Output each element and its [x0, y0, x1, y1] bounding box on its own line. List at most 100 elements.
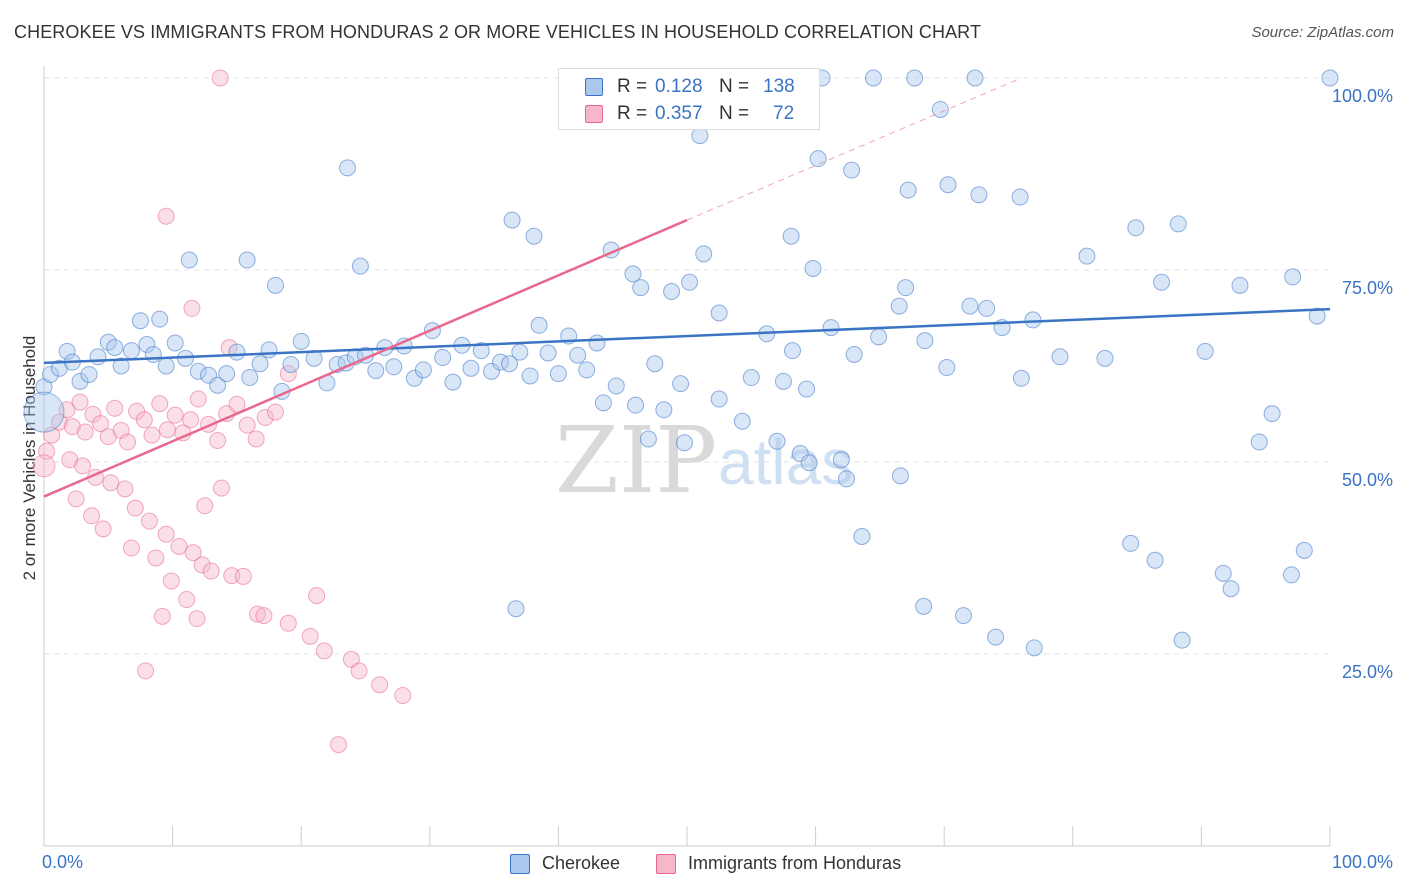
cherokee-point — [870, 328, 888, 346]
honduras-point — [153, 607, 171, 625]
cherokee-point — [1308, 307, 1326, 325]
honduras-point — [122, 539, 140, 557]
cherokee-point — [462, 359, 480, 377]
legend-n-value: 138 — [763, 76, 795, 97]
cherokee-point — [639, 430, 657, 448]
cherokee-point — [351, 257, 369, 275]
cherokee-point — [282, 355, 300, 373]
cherokee-point — [112, 357, 130, 375]
cherokee-point — [1012, 369, 1030, 387]
honduras-point — [106, 399, 124, 417]
cherokee-point — [23, 391, 65, 433]
cherokee-point — [783, 342, 801, 360]
cherokee-point — [733, 412, 751, 430]
honduras-point — [119, 433, 137, 451]
cherokee-point — [655, 401, 673, 419]
cherokee-point — [966, 69, 984, 87]
cherokee-point — [782, 227, 800, 245]
cherokee-point — [1011, 188, 1029, 206]
cherokee-point — [1214, 564, 1232, 582]
cherokee-point — [607, 377, 625, 395]
cherokee-point — [1096, 349, 1114, 367]
cherokee-point — [492, 353, 510, 371]
cherokee-point — [1282, 566, 1300, 584]
cherokee-point — [80, 365, 98, 383]
cherokee-point — [525, 227, 543, 245]
cherokee-point — [961, 297, 979, 315]
cherokee-point — [151, 310, 169, 328]
cherokee-point — [89, 348, 107, 366]
cherokee-point — [472, 342, 490, 360]
cherokee-point — [853, 527, 871, 545]
cherokee-point — [970, 186, 988, 204]
cherokee-point — [501, 355, 519, 373]
cherokee-point — [507, 600, 525, 618]
cherokee-point — [228, 343, 246, 361]
cherokee-point — [837, 470, 855, 488]
cherokee-point — [189, 362, 207, 380]
honduras-point — [182, 411, 200, 429]
cherokee-point — [624, 265, 642, 283]
cherokee-point — [890, 297, 908, 315]
honduras-point — [211, 69, 229, 87]
cherokee-point — [832, 451, 850, 469]
honduras-point — [178, 590, 196, 608]
honduras-point — [255, 607, 273, 625]
legend-n-label: N = — [719, 76, 750, 97]
tick-labels: 100.0% 75.0% 50.0% 25.0% 0.0% 100.0% — [42, 86, 1393, 872]
cherokee-point — [1284, 268, 1302, 286]
cherokee-point — [774, 372, 792, 390]
honduras-point — [92, 415, 110, 433]
gridlines — [44, 77, 1330, 655]
cherokee-point — [122, 342, 140, 360]
cherokee-point — [138, 335, 156, 353]
legend-r-value: 0.128 — [655, 76, 703, 97]
honduras-point — [63, 418, 81, 436]
cherokee-point — [798, 380, 816, 398]
legend-swatch-honduras — [585, 105, 603, 123]
cherokee-point — [434, 349, 452, 367]
cherokee-point — [681, 273, 699, 291]
cherokee-point — [530, 316, 548, 334]
cherokee-point — [503, 211, 521, 229]
cherokee-point — [978, 299, 996, 317]
cherokee-point — [1263, 405, 1281, 423]
honduras-point — [74, 457, 92, 475]
cherokee-point — [180, 251, 198, 269]
legend-swatch-cherokee — [585, 78, 603, 96]
honduras-point — [315, 642, 333, 660]
honduras-point — [102, 474, 120, 492]
y-tick-label: 100.0% — [1332, 86, 1393, 106]
legend-n-label: N = — [719, 103, 750, 124]
cherokee-point — [166, 334, 184, 352]
cherokee-point — [627, 396, 645, 414]
honduras-point — [212, 479, 230, 497]
honduras-point — [196, 497, 214, 515]
honduras-point — [184, 544, 202, 562]
cherokee-point — [791, 445, 809, 463]
honduras-point — [83, 507, 101, 525]
legend-r-label: R = — [617, 103, 648, 124]
honduras-point — [188, 610, 206, 628]
cherokee-point — [106, 339, 124, 357]
source-label: Source: ZipAtlas.com — [1251, 24, 1394, 41]
cherokee-point — [695, 245, 713, 263]
bottom-legend-swatch-honduras — [656, 854, 676, 874]
cherokee-trend-line — [43, 307, 1331, 365]
cherokee-point — [483, 362, 501, 380]
bottom-legend-label: Cherokee — [542, 853, 621, 873]
honduras-point — [67, 490, 85, 508]
cherokee-point — [292, 332, 310, 350]
cherokee-point — [632, 279, 650, 297]
cherokee-point — [800, 454, 818, 472]
cherokee-point — [843, 161, 861, 179]
honduras-point — [209, 431, 227, 449]
honduras-point — [162, 572, 180, 590]
cherokee-point — [916, 332, 934, 350]
cherokee-point — [569, 346, 587, 364]
y-tick-label: 50.0% — [1342, 470, 1393, 490]
cherokee-point — [897, 279, 915, 297]
cherokee-point — [41, 365, 59, 383]
cherokee-point — [218, 365, 236, 383]
honduras-point — [170, 537, 188, 555]
